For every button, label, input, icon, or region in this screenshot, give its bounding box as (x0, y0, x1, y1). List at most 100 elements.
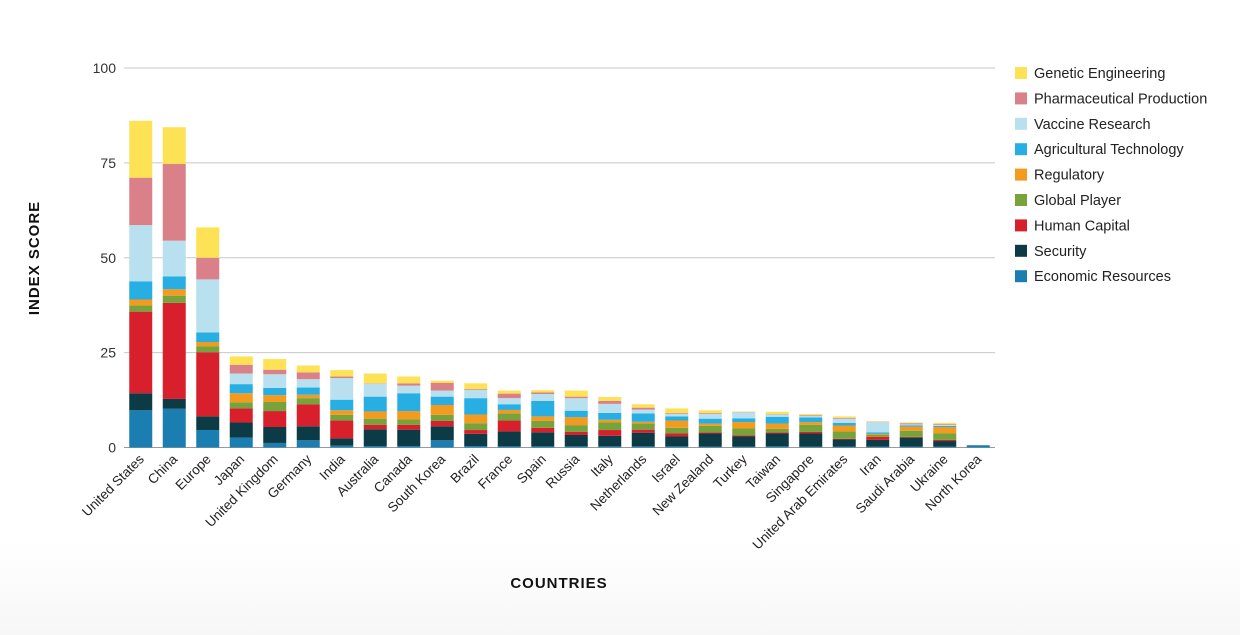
bar-segment (933, 439, 957, 442)
legend-swatch (1015, 168, 1027, 181)
bar-segment (799, 433, 823, 447)
bar-segment (464, 398, 488, 415)
bar-segment (430, 440, 454, 448)
bar-segment (598, 400, 622, 404)
x-tick-label: France (475, 452, 515, 492)
bar-segment (229, 393, 253, 403)
bar-segment (397, 411, 421, 420)
bar-segment (229, 373, 253, 385)
bar-segment (397, 445, 421, 448)
bar-segment (363, 418, 387, 425)
bar-segment (531, 390, 555, 393)
bar-segment (564, 398, 588, 411)
bar-segment (162, 408, 186, 448)
legend-label: Vaccine Research (1034, 117, 1151, 133)
bar-segment (933, 441, 957, 447)
bar-segment (732, 446, 756, 448)
bar-segment (129, 299, 153, 306)
bar-segment (564, 434, 588, 447)
bar-segment (598, 419, 622, 423)
bar-segment (330, 370, 354, 377)
bar-segment (497, 431, 521, 447)
bar-segment (263, 427, 287, 443)
bar-segment (799, 416, 823, 418)
bar-segment (229, 402, 253, 409)
bar-segment (598, 430, 622, 436)
bar-segment (866, 439, 890, 447)
legend-label: Genetic Engineering (1034, 66, 1165, 82)
bar-segment (430, 380, 454, 383)
bar-segment (933, 422, 957, 424)
bar-segment (363, 383, 387, 397)
bar-segment (497, 420, 521, 432)
bar-segment (363, 396, 387, 412)
x-tick-label: Italy (588, 451, 616, 479)
bar-segment (162, 240, 186, 277)
bar-segment (665, 413, 689, 417)
bar-segment (899, 423, 923, 425)
bar-segment (263, 374, 287, 388)
bar-segment (765, 428, 789, 433)
legend-label: Pharmaceutical Production (1034, 91, 1207, 107)
bar-segment (497, 409, 521, 414)
bar-segment (397, 429, 421, 446)
bar-segment (330, 438, 354, 446)
bar-segment (397, 424, 421, 430)
bar-segment (832, 416, 856, 418)
bar-segment (196, 346, 220, 353)
bar-segment (196, 227, 220, 258)
y-axis-ticks: 0 25 50 75 100 (93, 60, 117, 456)
bar-segment (531, 420, 555, 428)
bar-segment (832, 425, 856, 432)
bar-segment (899, 430, 923, 437)
bar-segment (631, 446, 655, 448)
y-tick-label: 100 (93, 60, 117, 76)
legend-swatch (1015, 219, 1027, 232)
bar-segment (296, 426, 320, 441)
bar-segment (799, 424, 823, 432)
bar-segment (631, 421, 655, 424)
bar-segment (765, 411, 789, 415)
x-axis-title: COUNTRIES (510, 575, 607, 592)
bar-segment (296, 394, 320, 399)
bar-segment (665, 416, 689, 421)
y-tick-label: 50 (100, 250, 116, 266)
bar-segment (296, 365, 320, 373)
bar-segment (598, 412, 622, 420)
bars (129, 120, 990, 448)
x-tick-label: Europe (172, 452, 213, 493)
legend-swatch (1015, 143, 1027, 156)
bar-segment (933, 433, 957, 440)
legend-label: Security (1034, 244, 1087, 260)
bar-segment (631, 413, 655, 422)
bar-segment (665, 446, 689, 448)
bar-segment (933, 446, 957, 448)
bar-segment (129, 305, 153, 312)
bar-segment (162, 398, 186, 409)
bar-segment (497, 404, 521, 410)
bar-segment (832, 431, 856, 439)
bar-segment (832, 422, 856, 426)
bar-segment (162, 295, 186, 303)
bar-segment (229, 364, 253, 374)
bar-segment (464, 433, 488, 446)
bar-segment (564, 431, 588, 435)
bar-segment (698, 410, 722, 413)
bar-segment (430, 414, 454, 421)
legend-swatch (1015, 194, 1027, 206)
bar-segment (631, 409, 655, 414)
bar-segment (899, 426, 923, 431)
bar-segment (899, 446, 923, 448)
bar-segment (732, 435, 756, 437)
x-tick-label: Russia (543, 451, 583, 491)
bar-segment (330, 399, 354, 411)
bar-segment (732, 436, 756, 447)
bar-segment (196, 416, 220, 431)
bar-segment (430, 382, 454, 391)
y-axis-title: INDEX SCORE (26, 201, 43, 315)
bar-segment (330, 414, 354, 421)
bar-segment (296, 379, 320, 388)
bar-segment (899, 422, 923, 424)
